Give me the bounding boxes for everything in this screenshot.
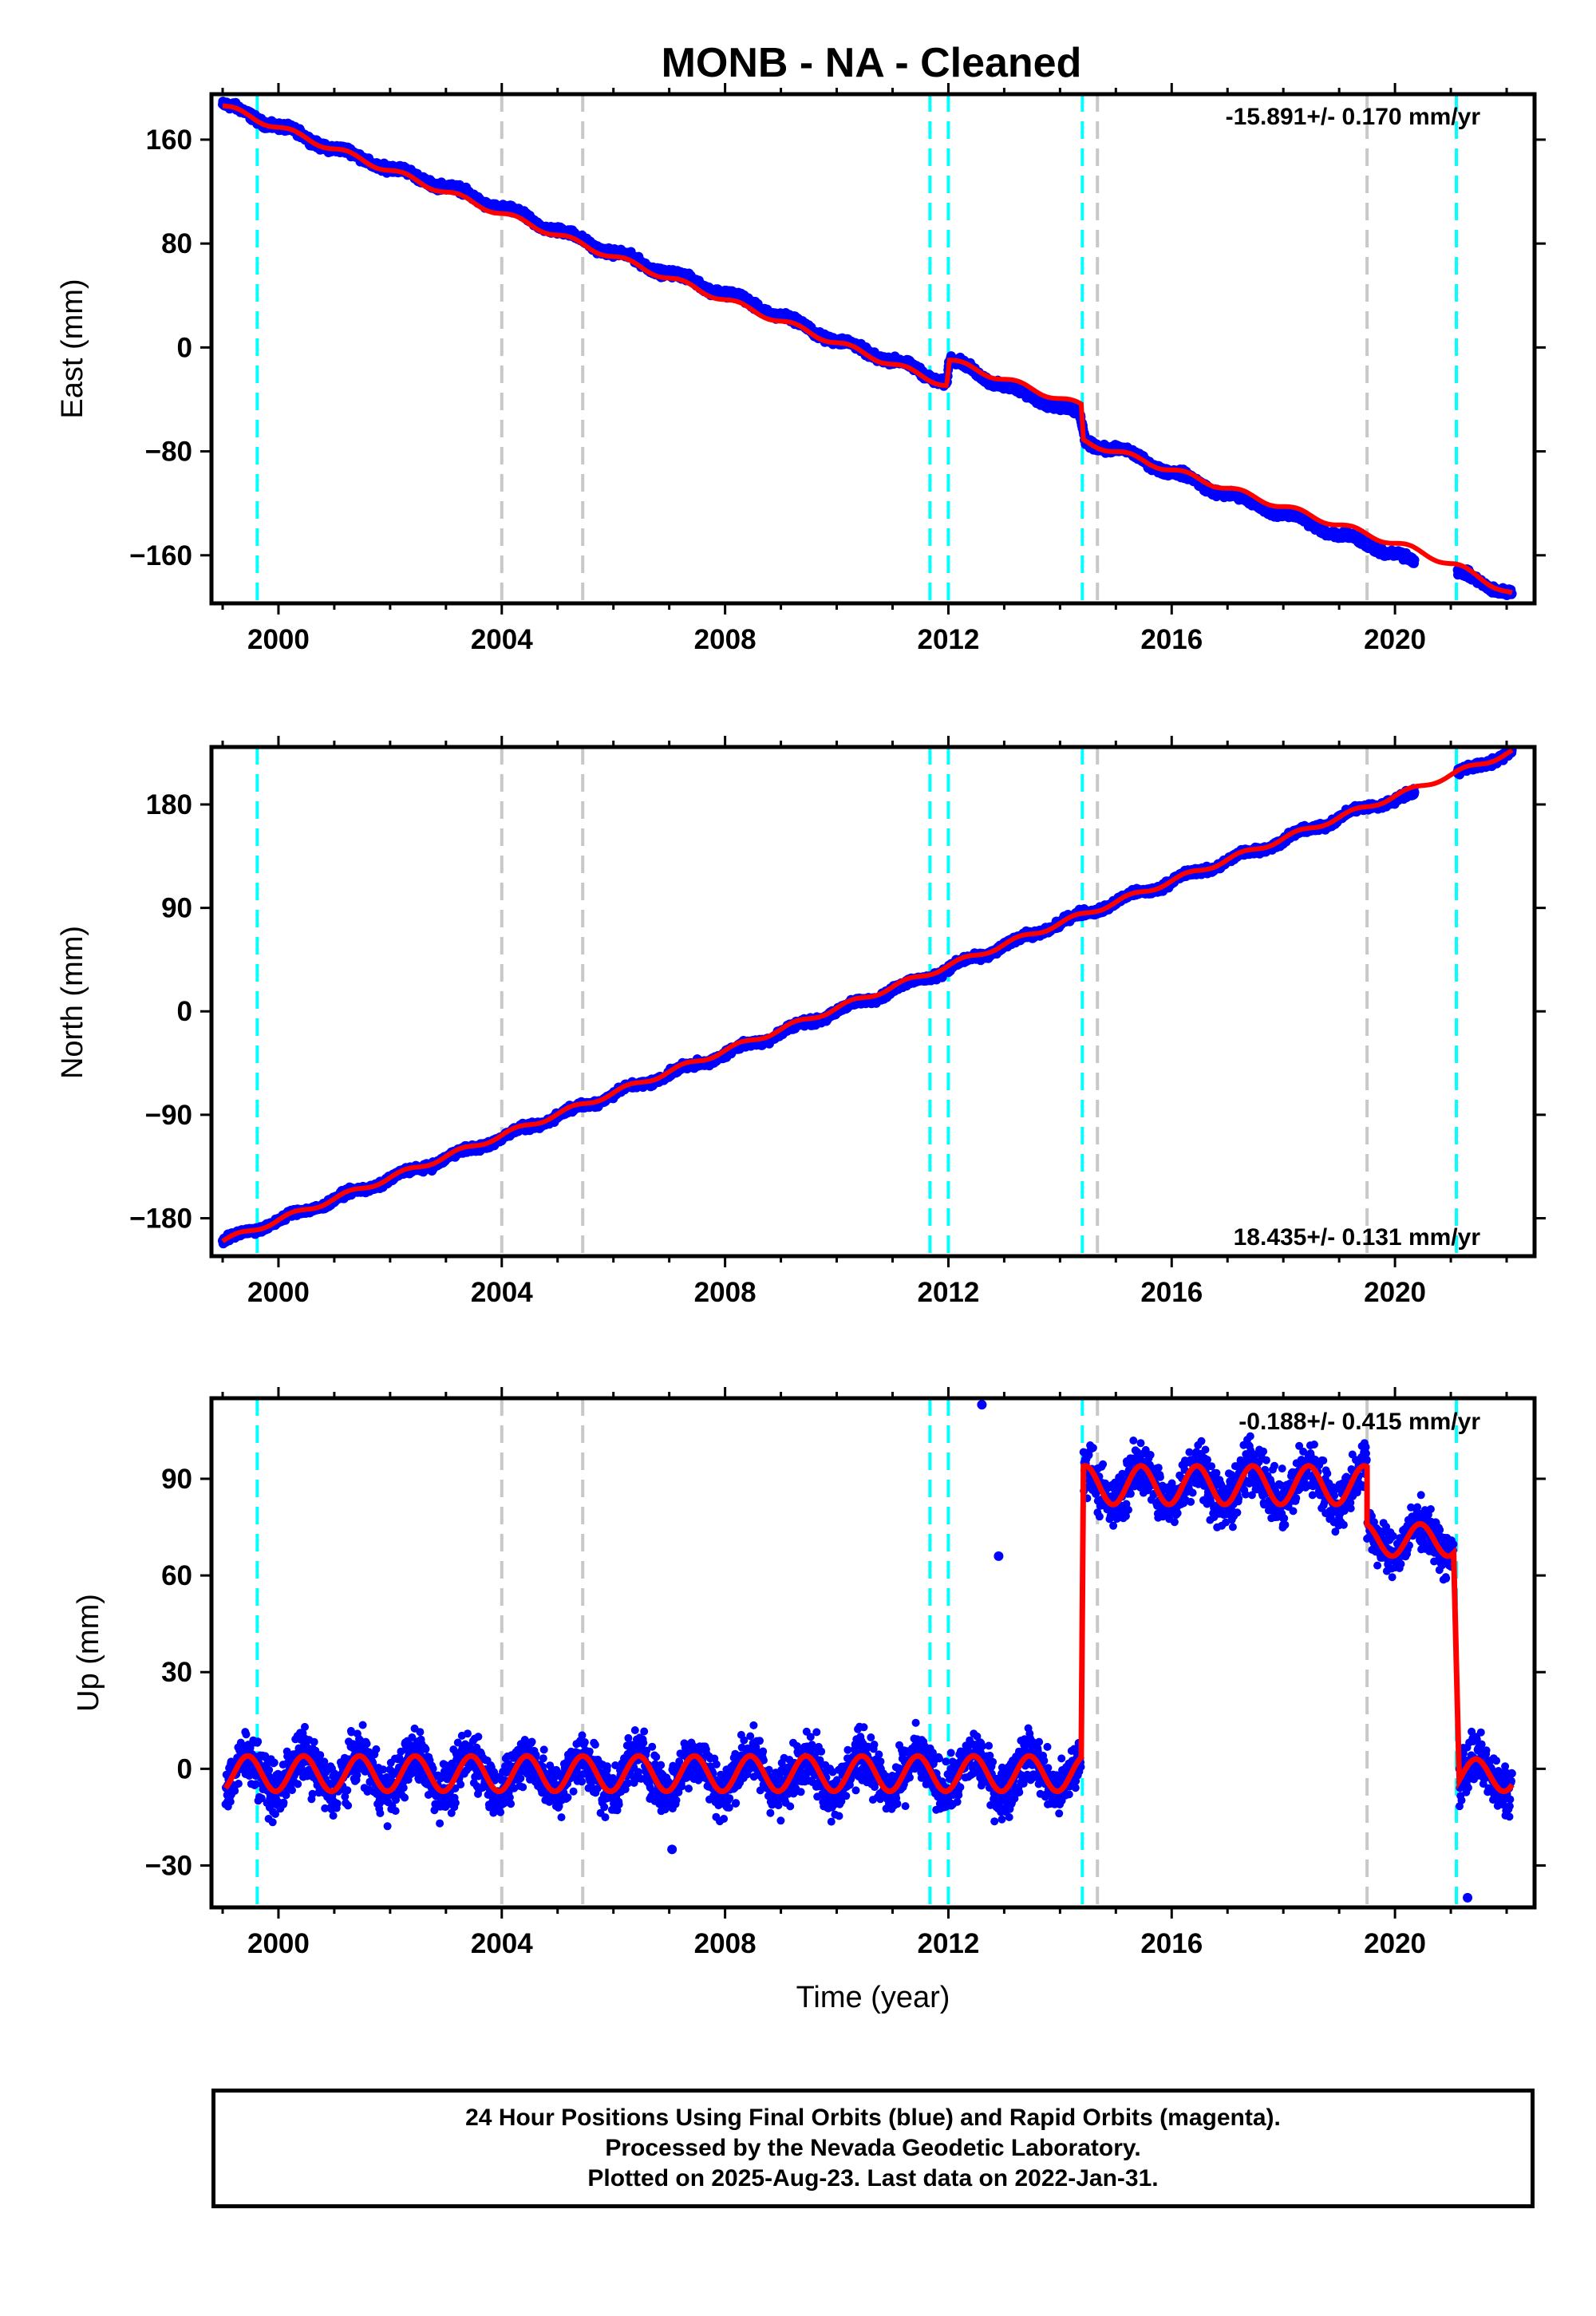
east-rate-label: -15.891+/- 0.170 mm/yr <box>1226 104 1481 130</box>
east-points <box>218 97 1517 600</box>
east-plot-area <box>218 94 1517 603</box>
east-ytick-label: 160 <box>146 124 192 156</box>
east-y-axis-label: East (mm) <box>56 279 89 418</box>
east-point <box>1409 555 1420 565</box>
east-xtick-label: 2016 <box>1140 624 1203 655</box>
east-ytick-label: 80 <box>161 228 192 259</box>
east-ytick-label: −80 <box>145 437 192 468</box>
east-panel: −160 −80 0 80 160 2000 2004 2008 2012 2016 2020 Eas… <box>56 83 1546 655</box>
east-xtick-label: 2008 <box>694 624 757 655</box>
north-plot-area <box>218 747 1517 1256</box>
east-xtick-label: 2004 <box>471 624 533 655</box>
east-ytick-label: 0 <box>177 332 192 363</box>
east-ytick-label: −160 <box>129 540 192 571</box>
chart-title: MONB - NA - Cleaned <box>662 40 1082 86</box>
east-xtick-label: 2020 <box>1364 624 1426 655</box>
east-xtick-label: 2000 <box>247 624 310 655</box>
east-xtick-label: 2012 <box>918 624 980 655</box>
